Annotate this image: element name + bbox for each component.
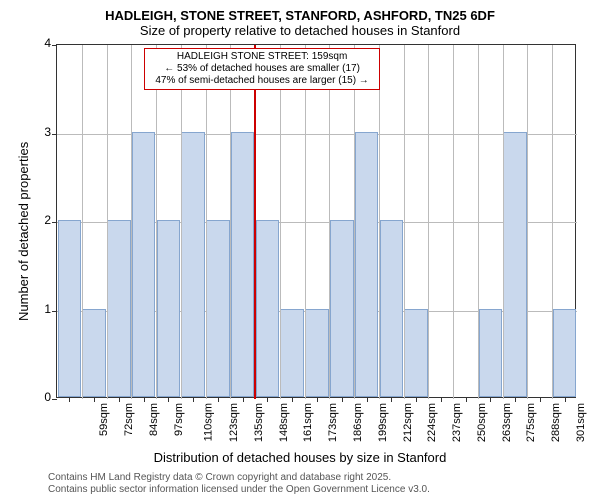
- x-tick-label: 59sqm: [98, 403, 110, 436]
- histogram-bar: [82, 309, 106, 398]
- annotation-line: HADLEIGH STONE STREET: 159sqm: [151, 51, 373, 63]
- x-tick-mark: [144, 397, 145, 402]
- histogram-bar: [132, 132, 156, 398]
- y-axis-label: Number of detached properties: [16, 142, 31, 321]
- x-tick-label: 110sqm: [203, 403, 215, 441]
- histogram-bar: [503, 132, 527, 398]
- x-tick-label: 173sqm: [327, 403, 339, 442]
- x-tick-mark: [94, 397, 95, 402]
- x-tick-label: 148sqm: [278, 403, 290, 442]
- grid-line: [181, 45, 182, 399]
- grid-line: [527, 45, 528, 399]
- x-tick-label: 123sqm: [228, 403, 240, 442]
- x-tick-label: 288sqm: [550, 403, 562, 442]
- x-tick-label: 212sqm: [402, 403, 414, 442]
- histogram-bar: [355, 132, 379, 398]
- y-tick-label: 0: [44, 390, 57, 404]
- x-tick-mark: [168, 397, 169, 402]
- x-tick-mark: [69, 397, 70, 402]
- grid-line: [404, 45, 405, 399]
- plot-area: 0123459sqm72sqm84sqm97sqm110sqm123sqm135…: [56, 44, 576, 398]
- histogram-bar: [256, 220, 280, 397]
- footer-line-1: Contains HM Land Registry data © Crown c…: [48, 472, 430, 484]
- grid-line: [552, 45, 553, 399]
- grid-line: [428, 45, 429, 399]
- grid-line: [131, 45, 132, 399]
- x-tick-label: 84sqm: [148, 403, 160, 436]
- x-tick-label: 275sqm: [525, 403, 537, 442]
- grid-line: [206, 45, 207, 399]
- x-tick-label: 237sqm: [451, 403, 463, 442]
- x-tick-label: 72sqm: [123, 403, 135, 436]
- histogram-bar: [330, 220, 354, 397]
- x-tick-mark: [243, 397, 244, 402]
- grid-line: [478, 45, 479, 399]
- annotation-box: HADLEIGH STONE STREET: 159sqm← 53% of de…: [144, 48, 380, 90]
- x-tick-mark: [515, 397, 516, 402]
- histogram-bar: [479, 309, 503, 398]
- y-tick-label: 3: [44, 125, 57, 139]
- y-tick-label: 1: [44, 302, 57, 316]
- x-tick-label: 97sqm: [173, 403, 185, 436]
- x-tick-label: 301sqm: [575, 403, 587, 442]
- x-tick-label: 224sqm: [426, 403, 438, 442]
- histogram-bar: [58, 220, 82, 397]
- histogram-bar: [553, 309, 577, 398]
- x-tick-mark: [391, 397, 392, 402]
- y-tick-label: 4: [44, 36, 57, 50]
- x-tick-mark: [466, 397, 467, 402]
- x-tick-mark: [490, 397, 491, 402]
- grid-line: [354, 45, 355, 399]
- histogram-bar: [181, 132, 205, 398]
- histogram-bar: [231, 132, 255, 398]
- histogram-bar: [280, 309, 304, 398]
- x-tick-mark: [441, 397, 442, 402]
- grid-line: [107, 45, 108, 399]
- x-tick-mark: [317, 397, 318, 402]
- x-tick-label: 199sqm: [377, 403, 389, 442]
- x-tick-mark: [416, 397, 417, 402]
- x-tick-mark: [292, 397, 293, 402]
- grid-line: [379, 45, 380, 399]
- grid-line: [503, 45, 504, 399]
- grid-line: [156, 45, 157, 399]
- footer-attribution: Contains HM Land Registry data © Crown c…: [48, 472, 430, 496]
- annotation-line: 47% of semi-detached houses are larger (…: [151, 75, 373, 87]
- x-tick-mark: [267, 397, 268, 402]
- x-tick-mark: [367, 397, 368, 402]
- x-tick-label: 263sqm: [501, 403, 513, 442]
- grid-line: [230, 45, 231, 399]
- chart-title: HADLEIGH, STONE STREET, STANFORD, ASHFOR…: [0, 8, 600, 23]
- x-tick-mark: [218, 397, 219, 402]
- histogram-bar: [206, 220, 230, 397]
- grid-line: [305, 45, 306, 399]
- x-tick-label: 135sqm: [253, 403, 265, 442]
- title-block: HADLEIGH, STONE STREET, STANFORD, ASHFOR…: [0, 0, 600, 38]
- x-tick-mark: [540, 397, 541, 402]
- chart-container: HADLEIGH, STONE STREET, STANFORD, ASHFOR…: [0, 0, 600, 500]
- x-tick-mark: [193, 397, 194, 402]
- chart-subtitle: Size of property relative to detached ho…: [0, 23, 600, 38]
- histogram-bar: [305, 309, 329, 398]
- x-axis-label: Distribution of detached houses by size …: [0, 450, 600, 465]
- histogram-bar: [380, 220, 404, 397]
- y-tick-label: 2: [44, 213, 57, 227]
- x-tick-mark: [119, 397, 120, 402]
- histogram-bar: [157, 220, 181, 397]
- histogram-bar: [107, 220, 131, 397]
- x-tick-label: 250sqm: [476, 403, 488, 442]
- x-tick-mark: [565, 397, 566, 402]
- footer-line-2: Contains public sector information licen…: [48, 484, 430, 496]
- grid-line: [280, 45, 281, 399]
- x-tick-label: 161sqm: [303, 403, 315, 442]
- histogram-bar: [404, 309, 428, 398]
- x-tick-label: 186sqm: [352, 403, 364, 442]
- grid-line: [453, 45, 454, 399]
- grid-line: [82, 45, 83, 399]
- x-tick-mark: [342, 397, 343, 402]
- marker-line: [254, 45, 256, 399]
- grid-line: [329, 45, 330, 399]
- annotation-line: ← 53% of detached houses are smaller (17…: [151, 63, 373, 75]
